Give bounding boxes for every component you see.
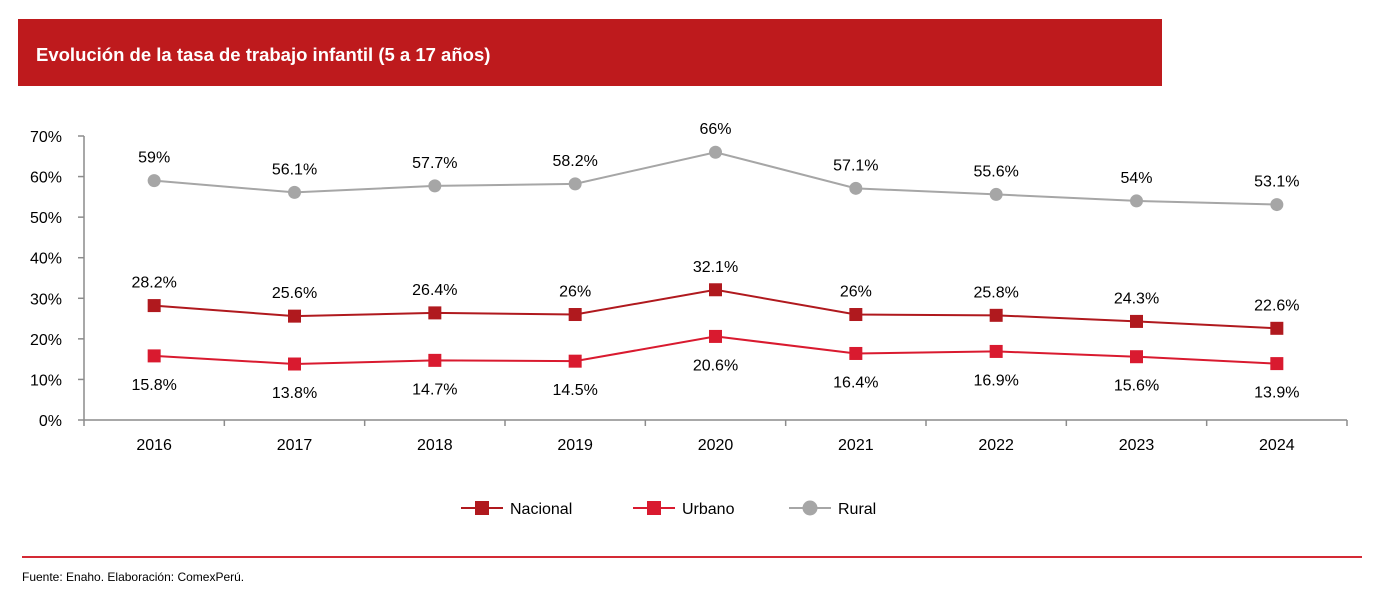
data-point-nacional xyxy=(428,306,442,320)
y-tick-label: 30% xyxy=(30,291,62,308)
x-tick-label: 2018 xyxy=(417,437,453,454)
y-tick-label: 60% xyxy=(30,170,62,187)
data-point-nacional xyxy=(568,308,582,322)
series-line-rural xyxy=(154,151,1277,206)
data-label-rural: 59% xyxy=(138,150,170,167)
data-point-rural xyxy=(147,174,161,188)
data-point-nacional xyxy=(288,309,301,323)
data-label-rural: 57.7% xyxy=(412,155,457,172)
data-label-urbano: 13.8% xyxy=(272,385,317,402)
data-point-urbano xyxy=(989,344,1003,358)
data-label-urbano: 15.6% xyxy=(1114,378,1159,395)
y-tick-label: 20% xyxy=(30,332,62,349)
x-tick-label: 2021 xyxy=(838,437,874,454)
series-urbano: 15.8% 13.8% 14.7% 14.5% 20.6% 16.4% 16.9% 15.6%… xyxy=(131,329,1300,402)
data-point-urbano xyxy=(1130,350,1143,364)
data-point-rural xyxy=(709,145,722,159)
source-note: Fuente: Enaho. Elaboración: ComexPerú. xyxy=(22,570,245,584)
chart-title: Evolución de la tasa de trabajo infantil… xyxy=(36,44,491,65)
series-rural: 59% 56.1% 57.7% 58.2% 66% 57.1% 55.6% 54% 53.1% xyxy=(138,121,1300,212)
legend-marker-nacional xyxy=(475,501,489,515)
y-tick-label: 10% xyxy=(30,372,62,389)
data-label-rural: 55.6% xyxy=(973,163,1018,180)
x-tick-label: 2016 xyxy=(136,437,172,454)
data-point-rural xyxy=(1130,194,1143,208)
y-tick-label: 50% xyxy=(30,210,62,227)
data-point-urbano xyxy=(849,346,863,360)
legend-marker-urbano xyxy=(647,501,661,515)
data-point-urbano xyxy=(147,349,161,363)
x-tick-label: 2019 xyxy=(557,437,593,454)
data-point-urbano xyxy=(568,354,582,368)
data-label-nacional: 25.8% xyxy=(973,284,1018,301)
chart-legend: Nacional Urbano Rural xyxy=(461,500,876,518)
data-point-rural xyxy=(568,177,582,191)
legend-marker-rural xyxy=(802,500,818,516)
data-point-rural xyxy=(428,179,442,193)
x-tick-label: 2022 xyxy=(978,437,1014,454)
y-tick-label: 70% xyxy=(30,129,62,146)
data-label-urbano: 14.5% xyxy=(552,382,597,399)
x-tick-label: 2020 xyxy=(698,437,734,454)
chart-axes: 0% 10% 20% 30% 40% 50% 60% 70% 2016 2017 2018 2019 2… xyxy=(30,129,1348,454)
data-point-urbano xyxy=(1270,357,1284,371)
data-point-rural xyxy=(288,185,301,199)
legend-item-rural: Rural xyxy=(789,500,876,518)
data-point-nacional xyxy=(989,308,1003,322)
x-tick-label: 2023 xyxy=(1119,437,1155,454)
data-label-nacional: 26.4% xyxy=(412,282,457,299)
y-tick-label: 0% xyxy=(39,413,62,430)
data-label-nacional: 24.3% xyxy=(1114,290,1159,307)
data-point-nacional xyxy=(147,299,161,313)
data-label-rural: 54% xyxy=(1120,170,1152,187)
data-label-rural: 66% xyxy=(699,121,731,138)
data-label-nacional: 22.6% xyxy=(1254,297,1299,314)
data-label-urbano: 15.8% xyxy=(131,377,176,394)
chart-header-bar: Evolución de la tasa de trabajo infantil… xyxy=(18,19,1162,86)
data-point-rural xyxy=(989,187,1003,201)
series-layer: 28.2% 25.6% 26.4% 26% 32.1% 26% 25.8% 24.3% 22.6… xyxy=(131,121,1299,402)
data-label-rural: 53.1% xyxy=(1254,174,1299,191)
data-label-rural: 57.1% xyxy=(833,157,878,174)
data-label-rural: 56.1% xyxy=(272,161,317,178)
data-label-nacional: 26% xyxy=(840,284,872,301)
data-label-nacional: 26% xyxy=(559,284,591,301)
data-label-urbano: 16.4% xyxy=(833,374,878,391)
data-point-urbano xyxy=(288,357,301,371)
x-tick-label: 2017 xyxy=(277,437,313,454)
legend-item-nacional: Nacional xyxy=(461,501,572,518)
data-point-rural xyxy=(849,181,863,195)
data-label-urbano: 20.6% xyxy=(693,357,738,374)
legend-label-nacional: Nacional xyxy=(510,501,572,518)
data-point-nacional xyxy=(709,283,722,297)
data-label-nacional: 28.2% xyxy=(131,275,176,292)
data-point-nacional xyxy=(849,308,863,322)
data-label-urbano: 16.9% xyxy=(973,372,1018,389)
data-label-urbano: 13.9% xyxy=(1254,385,1299,402)
data-point-nacional xyxy=(1130,314,1143,328)
data-point-urbano xyxy=(428,353,442,367)
data-point-urbano xyxy=(709,329,722,343)
legend-label-rural: Rural xyxy=(838,501,876,518)
data-label-rural: 58.2% xyxy=(552,153,597,170)
footer-divider xyxy=(22,556,1362,558)
data-label-nacional: 32.1% xyxy=(693,259,738,276)
x-tick-label: 2024 xyxy=(1259,437,1295,454)
y-tick-label: 40% xyxy=(30,251,62,268)
data-label-urbano: 14.7% xyxy=(412,381,457,398)
legend-item-urbano: Urbano xyxy=(633,501,735,518)
data-point-nacional xyxy=(1270,321,1284,335)
series-nacional: 28.2% 25.6% 26.4% 26% 32.1% 26% 25.8% 24.3% 22.6… xyxy=(131,259,1300,335)
data-point-rural xyxy=(1270,198,1284,212)
legend-label-urbano: Urbano xyxy=(682,501,735,518)
data-label-nacional: 25.6% xyxy=(272,285,317,302)
